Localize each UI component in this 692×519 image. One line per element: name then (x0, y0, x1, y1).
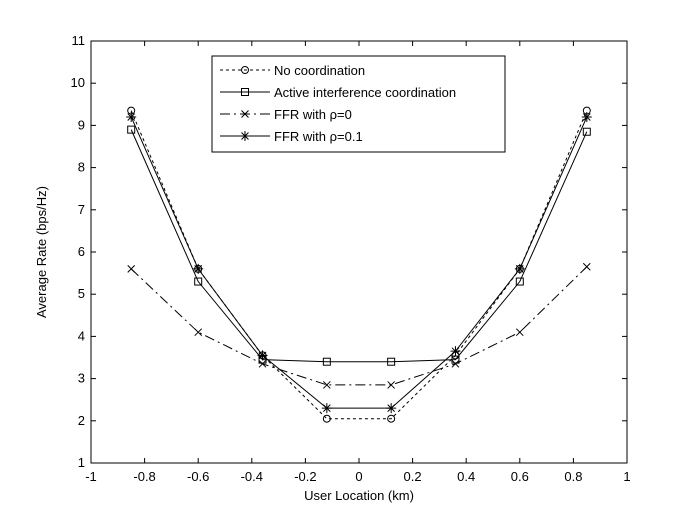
x-axis-title: User Location (km) (304, 488, 414, 503)
data-point (450, 346, 461, 357)
series-line (130, 266, 588, 386)
data-point (515, 277, 524, 286)
data-point (241, 66, 249, 74)
series-4 (126, 111, 592, 414)
x-tick-label: 0.8 (564, 469, 582, 484)
series-layer (126, 106, 592, 423)
legend-entry: Active interference coordination (220, 85, 456, 100)
data-point (193, 263, 204, 274)
x-tick-label: -0.8 (133, 469, 155, 484)
x-tick-label: 1 (623, 469, 630, 484)
x-tick-label: -0.2 (294, 469, 316, 484)
x-tick-label: 0.2 (404, 469, 422, 484)
legend-label: No coordination (274, 63, 365, 78)
data-point (386, 403, 397, 414)
x-tick-label: -0.6 (187, 469, 209, 484)
legend-entry: No coordination (220, 63, 365, 78)
y-tick-label: 6 (78, 244, 85, 259)
data-point (322, 381, 331, 389)
data-point (387, 357, 396, 366)
data-point (451, 359, 460, 368)
data-point (322, 357, 331, 366)
data-point (240, 131, 250, 141)
data-point (322, 414, 331, 423)
x-tick-label: 0.4 (457, 469, 475, 484)
data-point (126, 111, 137, 122)
y-tick-label: 1 (78, 455, 85, 470)
data-point (387, 414, 396, 423)
y-tick-label: 3 (78, 371, 85, 386)
y-tick-label: 11 (72, 33, 86, 48)
x-tick-label: 0.6 (511, 469, 529, 484)
series-line (130, 129, 588, 363)
data-point (581, 111, 592, 122)
x-tick-label: 0 (355, 469, 362, 484)
data-point (127, 265, 136, 273)
data-point (241, 110, 249, 118)
series-3 (127, 262, 591, 389)
x-tick-label: -1 (85, 469, 97, 484)
y-tick-label: 2 (78, 413, 85, 428)
legend-label: FFR with ρ=0 (274, 107, 352, 122)
legend-label: FFR with ρ=0.1 (274, 129, 363, 144)
series-line (130, 116, 588, 409)
data-point (321, 403, 332, 414)
legend-entry: FFR with ρ=0 (220, 107, 352, 122)
y-tick-label: 5 (78, 286, 85, 301)
data-point (582, 127, 591, 136)
y-tick-label: 8 (78, 160, 85, 175)
y-tick-label: 4 (78, 328, 85, 343)
data-point (582, 262, 591, 271)
data-point (127, 125, 136, 134)
y-tick-label: 7 (78, 202, 85, 217)
data-point (387, 381, 396, 389)
ticks-layer: -1 -0.8 -0.6 -0.4 -0.2 0 0.2 0.4 0.6 0.8 112345678… (71, 33, 631, 484)
data-point (258, 359, 267, 368)
y-tick-label: 10 (71, 75, 85, 90)
data-point (514, 263, 525, 274)
data-point (194, 328, 203, 337)
legend: No coordination Active interference coord… (211, 55, 506, 153)
y-tick-label: 9 (78, 117, 85, 132)
data-point (241, 88, 249, 96)
x-tick-label: -0.4 (241, 469, 263, 484)
y-axis-title: Average Rate (bps/Hz) (34, 186, 49, 318)
legend-entry: FFR with ρ=0.1 (220, 129, 363, 144)
legend-label: Active interference coordination (274, 85, 456, 100)
data-point (257, 350, 268, 361)
data-point (515, 328, 524, 337)
data-point (194, 277, 203, 286)
